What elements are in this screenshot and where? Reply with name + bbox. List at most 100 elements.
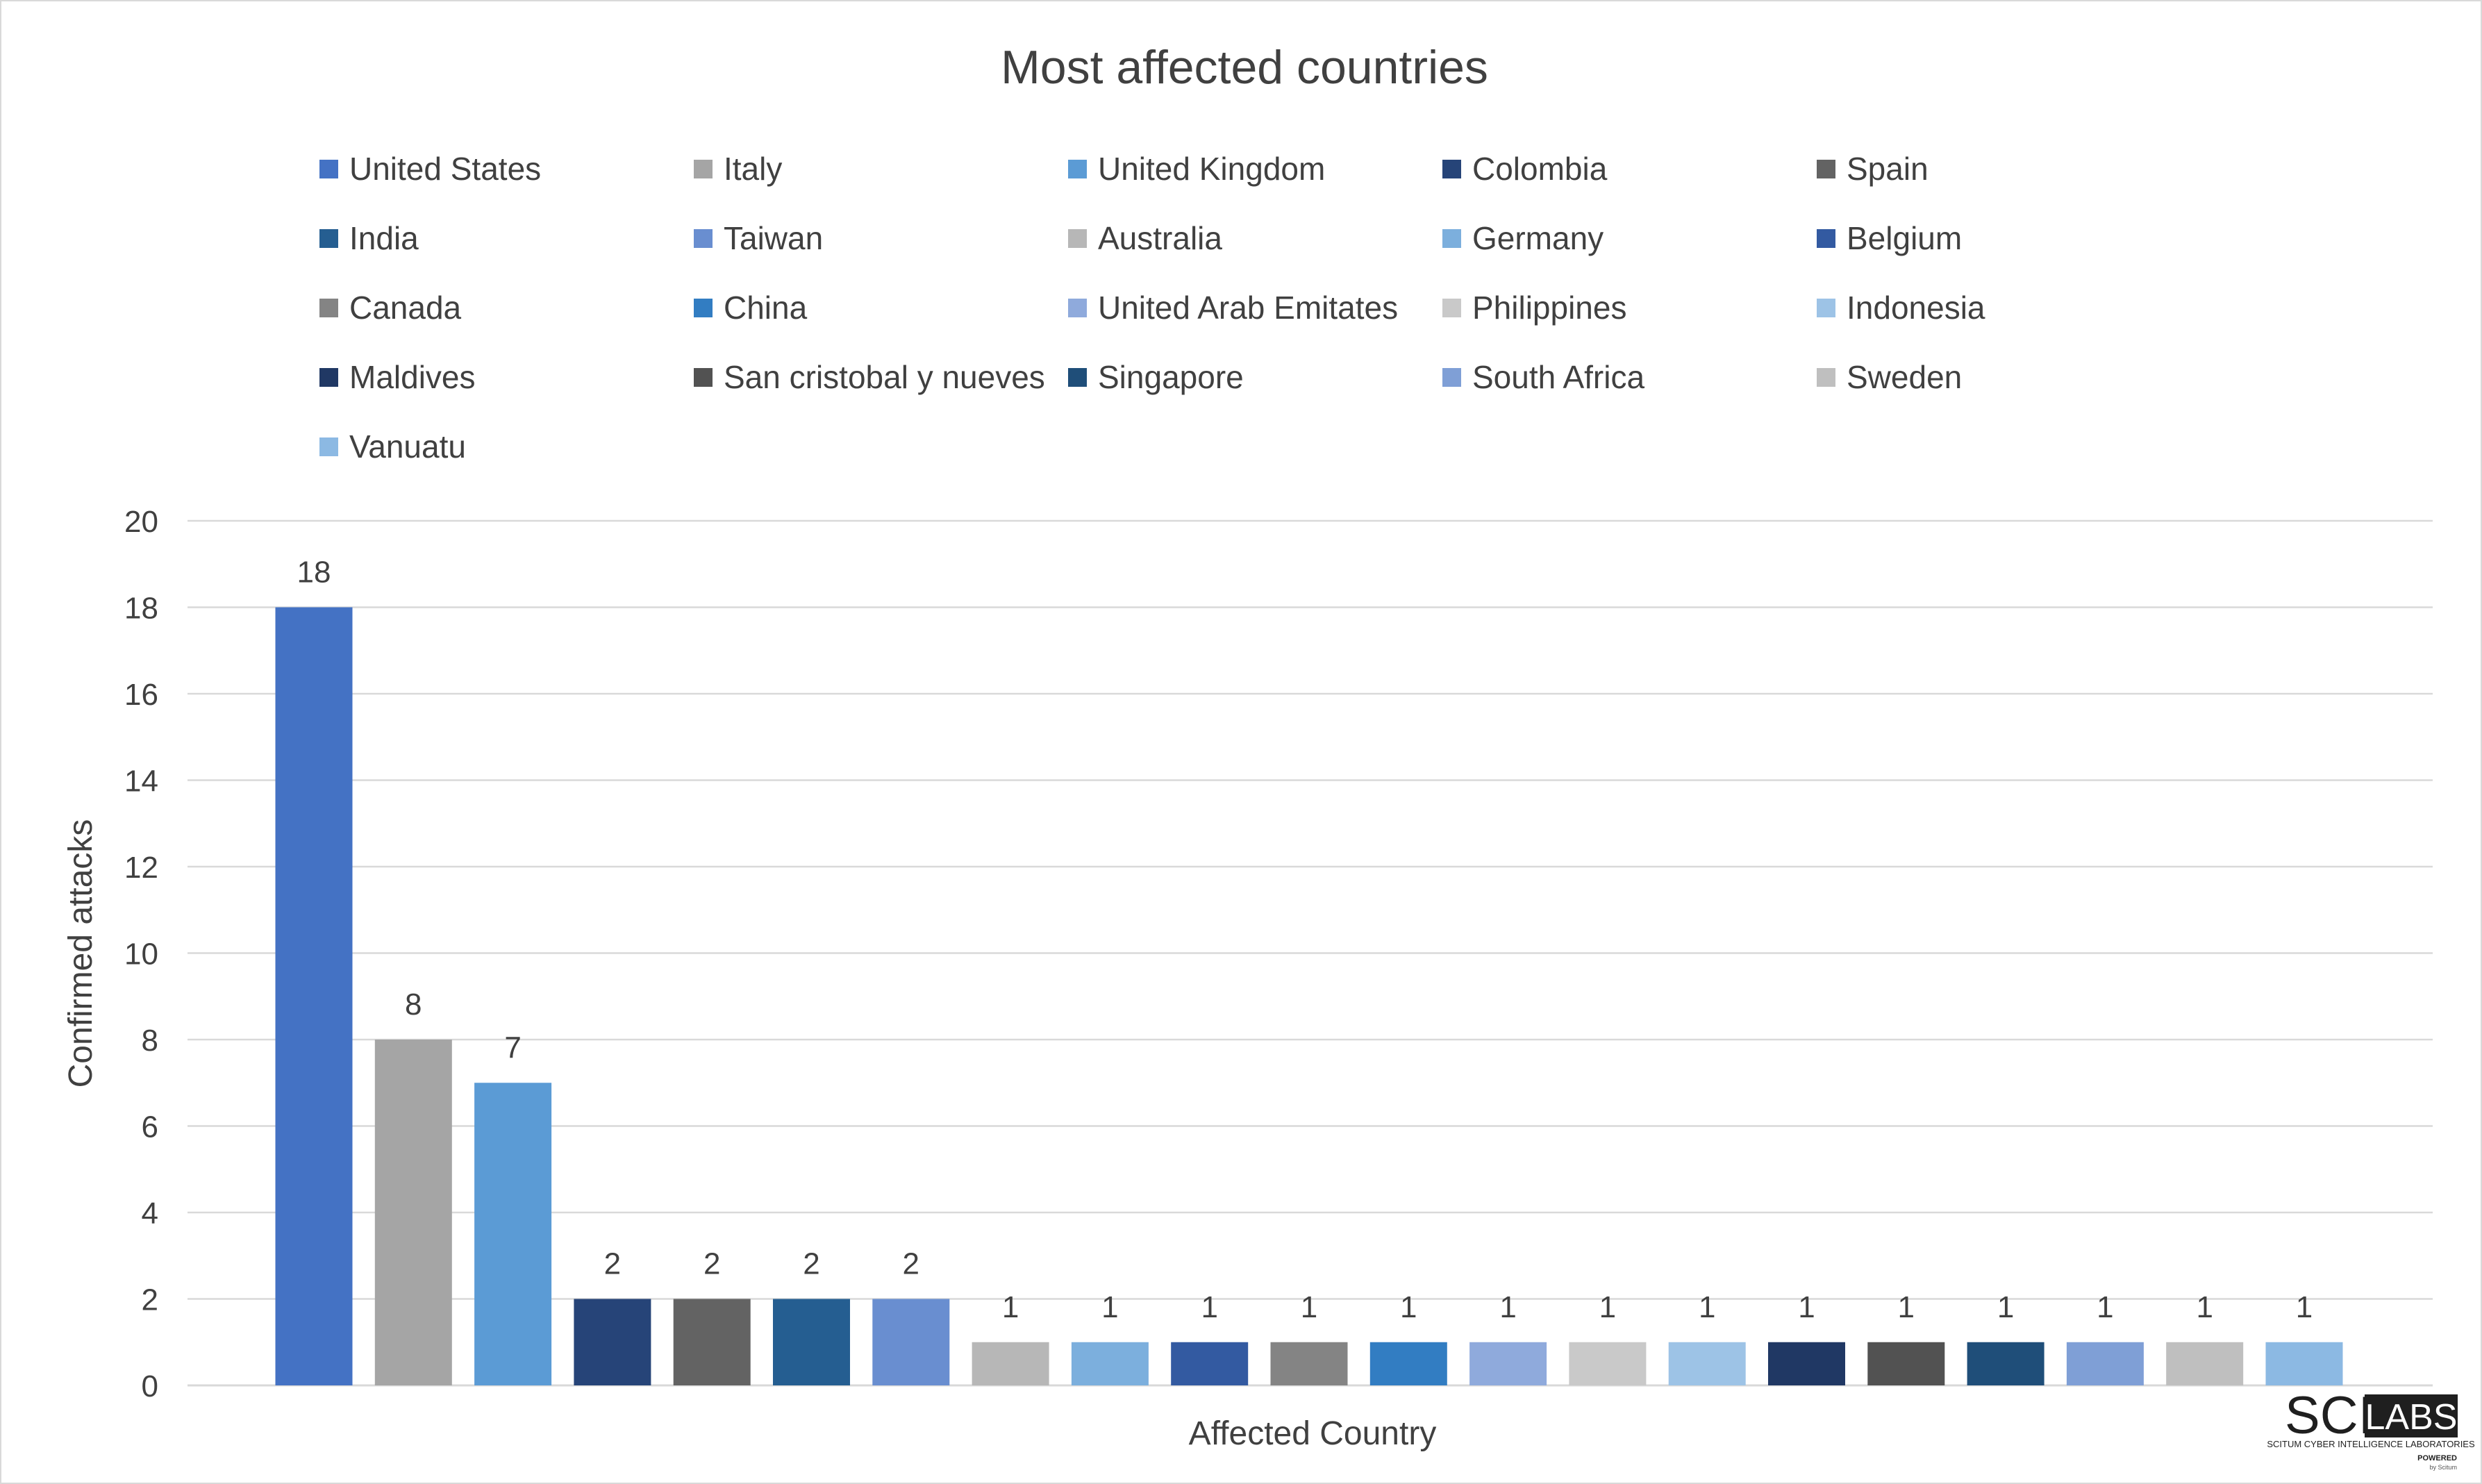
legend-swatch <box>694 160 713 178</box>
data-label: 8 <box>405 987 422 1022</box>
data-label: 1 <box>1997 1290 2014 1324</box>
y-tick-label: 4 <box>142 1197 158 1231</box>
legend-swatch <box>1442 368 1461 387</box>
legend-item: San cristobal y nueves <box>724 359 1045 395</box>
legend: United States Italy United Kingdom Colombia… <box>319 151 1985 465</box>
bar-united-states <box>275 607 353 1385</box>
legend-swatch <box>1817 229 1835 248</box>
data-label: 1 <box>1101 1290 1118 1324</box>
bar-spain <box>673 1299 751 1385</box>
bar-germany <box>1071 1342 1149 1385</box>
bars <box>275 607 2343 1385</box>
chart-title: Most affected countries <box>1001 41 1488 94</box>
legend-item: Singapore <box>1098 359 1244 395</box>
legend-swatch <box>319 299 338 317</box>
legend-swatch <box>1442 229 1461 248</box>
data-label: 2 <box>903 1247 919 1281</box>
bar-united-kingdom <box>474 1083 552 1385</box>
logo-sci-text: SCI <box>2285 1386 2373 1445</box>
legend-item: Taiwan <box>724 220 823 256</box>
legend-swatch <box>694 229 713 248</box>
y-axis-ticks: 0 2 4 6 8 10 12 14 16 18 20 <box>124 505 158 1403</box>
bar-colombia <box>574 1299 651 1385</box>
data-label: 1 <box>1699 1290 1715 1324</box>
data-label: 1 <box>2097 1290 2113 1324</box>
y-tick-label: 2 <box>142 1283 158 1317</box>
legend-item: Australia <box>1098 220 1222 256</box>
bar-united-arab-emitates <box>1469 1342 1547 1385</box>
bar-india <box>773 1299 850 1385</box>
legend-swatch <box>1442 299 1461 317</box>
legend-item: Sweden <box>1847 359 1962 395</box>
legend-item: United Arab Emitates <box>1098 290 1398 326</box>
legend-swatch <box>1068 160 1087 178</box>
data-label: 1 <box>1002 1290 1019 1324</box>
bar-taiwan <box>872 1299 950 1385</box>
legend-item: Indonesia <box>1847 290 1985 326</box>
bar-canada <box>1270 1342 1348 1385</box>
data-label: 2 <box>604 1247 621 1281</box>
legend-item: United Kingdom <box>1098 151 1325 187</box>
y-tick-label: 8 <box>142 1024 158 1058</box>
legend-swatch <box>1068 299 1087 317</box>
data-label: 1 <box>1400 1290 1417 1324</box>
y-tick-label: 6 <box>142 1110 158 1144</box>
y-tick-label: 14 <box>124 765 158 799</box>
legend-item: South Africa <box>1472 359 1644 395</box>
data-label: 1 <box>1301 1290 1317 1324</box>
bar-maldives <box>1768 1342 1845 1385</box>
bar-italy <box>374 1040 452 1385</box>
legend-item: United States <box>349 151 541 187</box>
x-axis-label: Affected Country <box>1189 1415 1437 1452</box>
y-tick-label: 20 <box>124 505 158 539</box>
legend-item: Belgium <box>1847 220 1962 256</box>
y-axis-label: Confirmed attacks <box>63 819 99 1088</box>
logo-labs-box <box>2365 1394 2458 1437</box>
data-label: 18 <box>297 556 331 590</box>
bar-philippines <box>1569 1342 1647 1385</box>
bar-australia <box>972 1342 1049 1385</box>
legend-swatch <box>319 229 338 248</box>
data-label: 1 <box>2196 1290 2213 1324</box>
y-tick-label: 12 <box>124 851 158 885</box>
bar-belgium <box>1171 1342 1249 1385</box>
data-label: 2 <box>803 1247 819 1281</box>
data-label: 1 <box>1599 1290 1616 1324</box>
y-tick-label: 0 <box>142 1369 158 1403</box>
legend-item: Germany <box>1472 220 1604 256</box>
data-label: 1 <box>1499 1290 1516 1324</box>
logo-labs-text: LABS <box>2365 1397 2458 1437</box>
legend-item: Spain <box>1847 151 1929 187</box>
logo-subtitle: SCITUM CYBER INTELLIGENCE LABORATORIES <box>2267 1439 2475 1449</box>
legend-swatch <box>694 368 713 387</box>
bar-vanuatu <box>2265 1342 2343 1385</box>
legend-swatch <box>694 299 713 317</box>
scilabs-logo: SCI LABS SCITUM CYBER INTELLIGENCE LABOR… <box>2267 1386 2475 1471</box>
legend-swatch <box>1817 299 1835 317</box>
legend-item: India <box>349 220 419 256</box>
bar-singapore <box>1967 1342 2044 1385</box>
legend-item: Italy <box>724 151 782 187</box>
bar-south-africa <box>2066 1342 2144 1385</box>
legend-swatch <box>319 368 338 387</box>
legend-swatch <box>319 160 338 178</box>
bar-sweden <box>2166 1342 2244 1385</box>
bar-san-cristobal-y-nueves <box>1867 1342 1945 1385</box>
bar-china <box>1369 1342 1447 1385</box>
logo-powered: POWERED <box>2417 1454 2457 1462</box>
logo-by: by Scitum <box>2429 1464 2457 1471</box>
legend-item: Canada <box>349 290 462 326</box>
legend-swatch <box>1442 160 1461 178</box>
legend-swatch <box>1817 368 1835 387</box>
y-tick-label: 18 <box>124 592 158 626</box>
data-labels: 18 8 7 2 2 2 2 1 1 1 1 1 1 1 1 1 1 1 1 1 1 <box>297 556 2313 1324</box>
y-tick-label: 16 <box>124 678 158 712</box>
legend-swatch <box>1068 229 1087 248</box>
legend-swatch <box>319 437 338 456</box>
legend-swatch <box>1817 160 1835 178</box>
data-label: 1 <box>1201 1290 1217 1324</box>
legend-item: Maldives <box>349 359 476 395</box>
legend-item: China <box>724 290 808 326</box>
gridlines <box>188 519 2433 1387</box>
